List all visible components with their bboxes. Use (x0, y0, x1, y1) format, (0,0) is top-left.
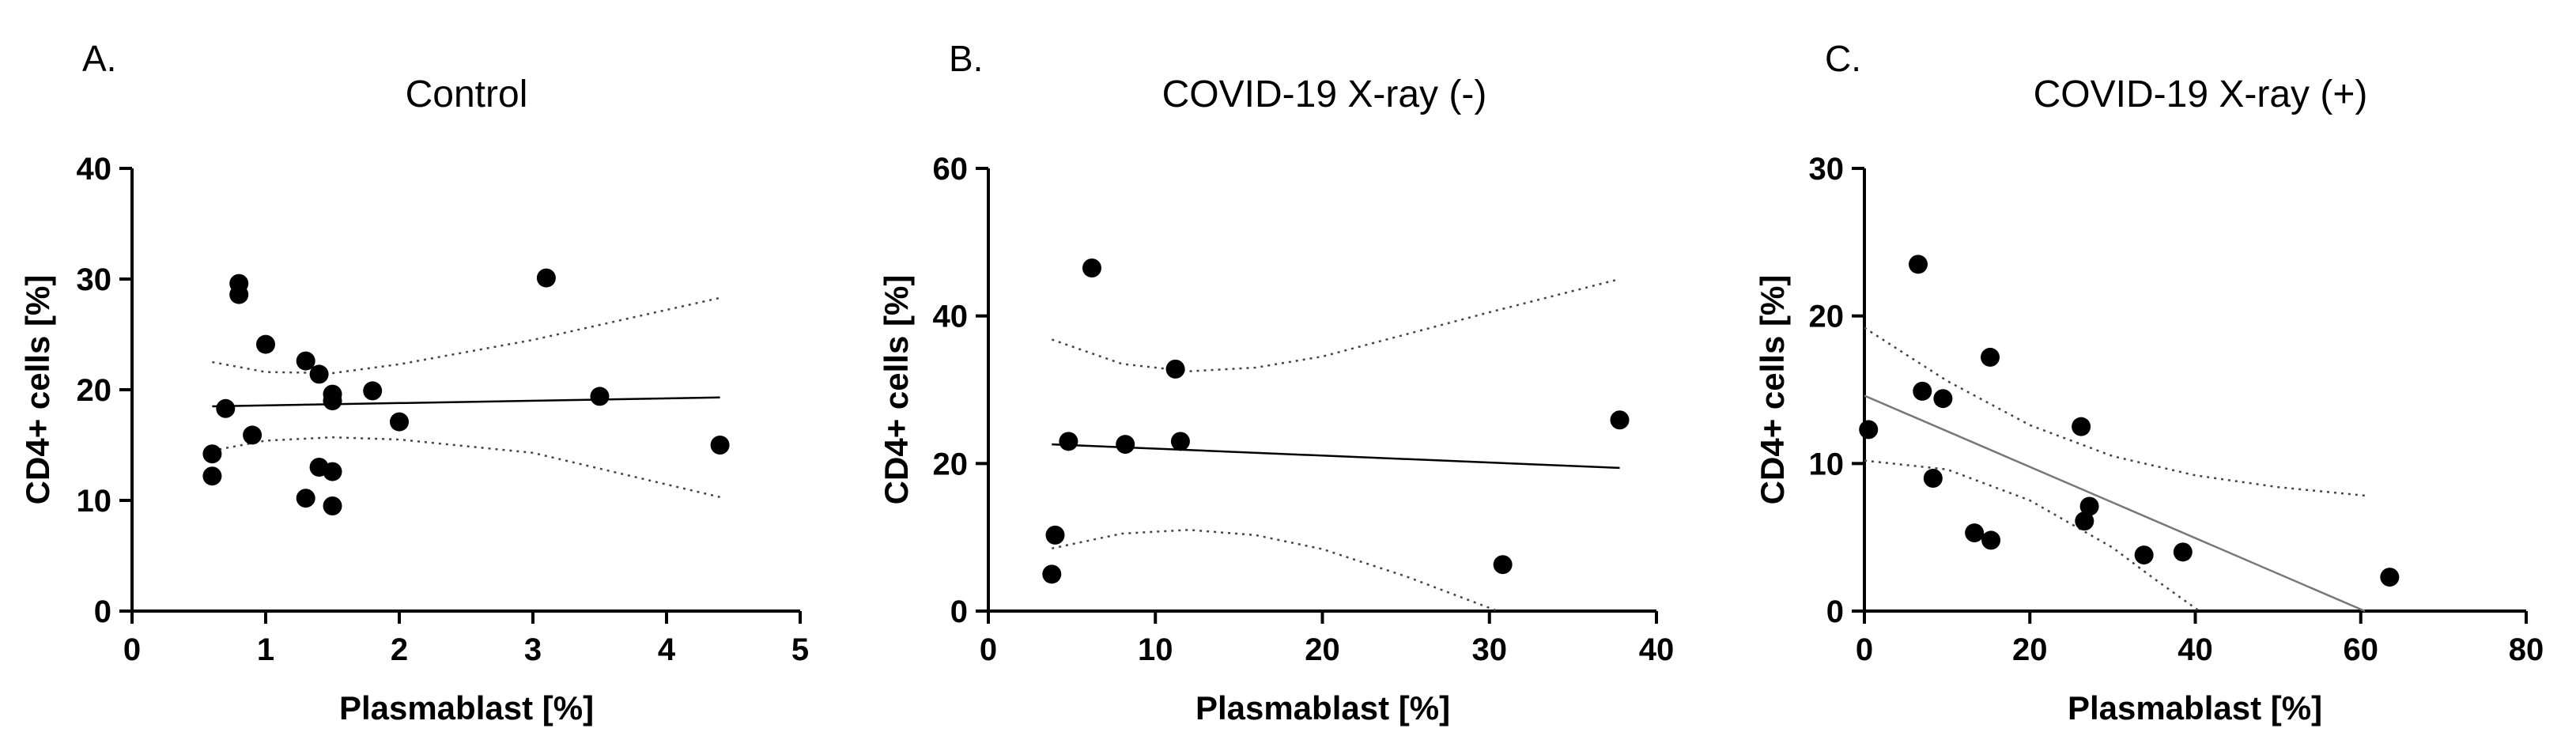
panel-b-xlabel: Plasmablast [%] (1195, 689, 1450, 726)
panel-b-x-tick-label: 20 (1305, 632, 1340, 667)
panel-c-x-tick-label: 0 (1856, 632, 1873, 667)
panel-b-title: COVID-19 X-ray (-) (1162, 74, 1487, 115)
panel-a-data-point (390, 412, 409, 432)
panel-b-y-tick-label: 40 (933, 300, 969, 334)
panel-a-y-tick-label: 20 (77, 373, 112, 408)
panel-b-data-point (1165, 359, 1185, 379)
panel-a-ci-upper (212, 296, 720, 375)
panel-b-y-tick-label: 60 (933, 152, 969, 187)
panel-b-x-tick-label: 10 (1138, 632, 1173, 667)
panel-c-data-point (1859, 420, 1879, 440)
panel-c-ylabel: CD4+ cells [%] (1754, 275, 1791, 505)
panel-b-data-point (1170, 432, 1190, 451)
panel-c-x-tick-label: 80 (2509, 632, 2544, 667)
panel-a-x-tick-label: 0 (123, 632, 141, 667)
panel-a-regression-line (212, 396, 720, 408)
panel-b-data-point (1493, 555, 1513, 575)
panel-a-data-point (296, 351, 315, 371)
panel-b-data-point (1116, 435, 1135, 455)
panel-c-y-tick-label: 30 (1809, 152, 1845, 187)
panel-c-data-point (1923, 469, 1943, 488)
panel-a-data-point (202, 444, 222, 464)
panel-a-data-point (710, 436, 730, 455)
panel-a-y-tick-label: 0 (94, 594, 111, 629)
panel-b-ylabel: CD4+ cells [%] (878, 275, 915, 505)
panel-a: A. Control 0 1 2 3 4 5 0 10 20 30 40 Plasmablast [… (19, 38, 809, 726)
panel-a-data-point (243, 425, 263, 445)
panel-c-x-tick-label: 20 (2012, 632, 2048, 667)
panel-a-y-tick-label: 30 (77, 262, 112, 297)
panel-c-data-point (2079, 496, 2099, 516)
panel-c-data-point (1913, 381, 1932, 401)
panel-c-data-point (2380, 568, 2400, 587)
panel-b-letter: B. (949, 38, 983, 79)
panel-a-y-tick-label: 40 (77, 152, 112, 187)
panel-c-y-tick-label: 20 (1809, 300, 1845, 334)
panel-a-data-point (363, 381, 383, 401)
panel-c-data-point (1909, 255, 1928, 274)
panel-b-plot: 0 10 20 30 40 0 20 40 60 (933, 152, 1675, 667)
panel-c-data-point (2134, 545, 2154, 565)
panel-c-letter: C. (1825, 38, 1861, 79)
panel-a-data-point (590, 387, 610, 406)
panel-a-x-tick-label: 1 (257, 632, 274, 667)
panel-a-title: Control (406, 74, 528, 115)
panel-a-data-point (216, 398, 236, 418)
panel-c-data-point (1965, 523, 1985, 543)
panel-a-x-tick-label: 4 (658, 632, 676, 667)
panel-a-ci-lower (212, 436, 720, 499)
panel-b-data-point (1045, 525, 1065, 545)
panel-c-data-point (2075, 511, 2094, 531)
panel-b-ci-upper (1051, 277, 1620, 372)
panel-c-data-point (2173, 542, 2193, 562)
panel-c-plot: 0 20 40 60 80 0 10 20 30 (1809, 152, 2544, 667)
panel-a-data-point (309, 364, 329, 384)
panel-a-x-tick-label: 2 (391, 632, 408, 667)
panel-c-x-tick-label: 40 (2178, 632, 2213, 667)
panel-a-data-point (202, 466, 222, 486)
panel-c: C. COVID-19 X-ray (+) 0 20 40 60 80 0 10 20 30 P… (1754, 38, 2544, 726)
panel-c-data-point (1933, 389, 1953, 409)
panel-b-y-tick-label: 20 (933, 447, 969, 481)
panel-c-ci-lower (1864, 459, 2200, 613)
panel-c-data-point (1981, 347, 2000, 367)
panel-c-xlabel: Plasmablast [%] (2068, 689, 2322, 726)
panel-b-regression-line (1052, 443, 1620, 470)
panel-c-ci-upper (1864, 326, 2370, 497)
panel-b-x-tick-label: 0 (980, 632, 997, 667)
panel-b-data-point (1610, 410, 1630, 430)
panel-b-ci-lower (1052, 529, 1498, 613)
panel-c-y-tick-label: 10 (1809, 447, 1845, 481)
panel-c-data-point (1981, 530, 2001, 550)
panel-a-y-tick-label: 10 (77, 484, 112, 519)
panel-a-plot: 0 1 2 3 4 5 0 10 20 30 40 (77, 152, 810, 667)
panel-a-data-point (323, 462, 342, 481)
panel-b: B. COVID-19 X-ray (-) 0 10 20 30 40 0 20 40 60 P… (878, 38, 1674, 726)
panel-b-data-point (1059, 432, 1078, 451)
panel-a-data-point (256, 334, 275, 354)
panel-a-xlabel: Plasmablast [%] (339, 689, 594, 726)
panel-a-data-point (296, 489, 315, 508)
panel-c-regression-line (1864, 394, 2366, 613)
panel-a-data-point (536, 268, 556, 288)
panel-b-x-tick-label: 30 (1472, 632, 1508, 667)
panel-b-data-point (1042, 564, 1062, 584)
panel-a-data-point (323, 391, 342, 410)
panel-a-x-tick-label: 3 (524, 632, 542, 667)
panel-b-x-tick-label: 40 (1639, 632, 1675, 667)
panel-c-x-tick-label: 60 (2344, 632, 2379, 667)
panel-a-ylabel: CD4+ cells [%] (19, 275, 56, 505)
panel-c-y-tick-label: 0 (1826, 594, 1844, 629)
panel-c-title: COVID-19 X-ray (+) (2034, 74, 2368, 115)
panel-a-letter: A. (82, 38, 116, 79)
panel-b-y-tick-label: 0 (950, 594, 968, 629)
panel-a-x-tick-label: 5 (791, 632, 809, 667)
panel-b-data-point (1082, 259, 1101, 277)
panel-a-data-point (229, 285, 249, 304)
panel-c-data-point (2072, 417, 2091, 436)
panel-a-data-point (323, 496, 342, 515)
